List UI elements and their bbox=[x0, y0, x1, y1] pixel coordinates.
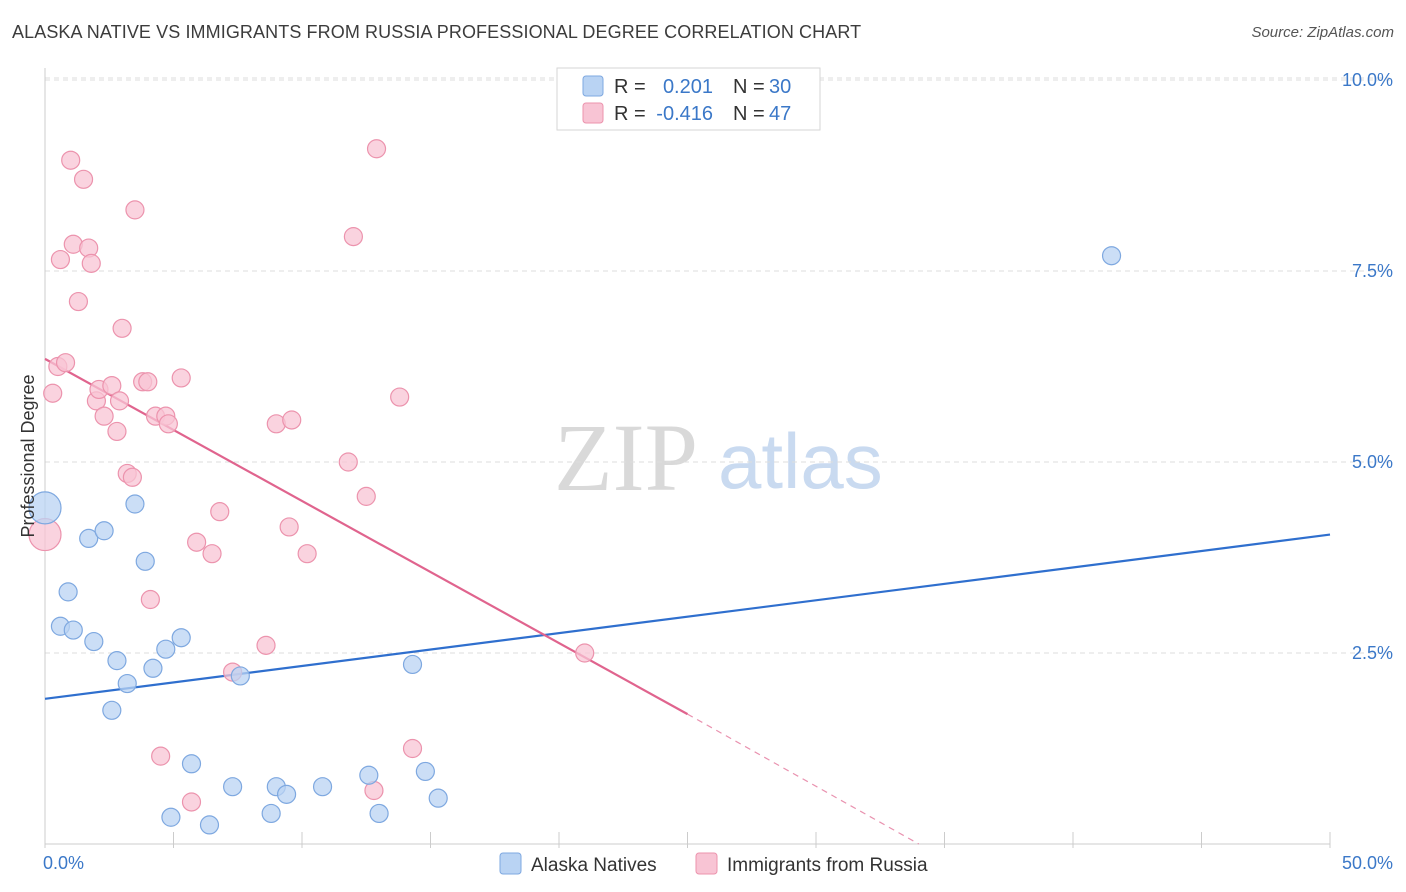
y-tick-label-2: 7.5% bbox=[1352, 261, 1393, 281]
point-russia-22 bbox=[138, 372, 158, 392]
point-alaska-11 bbox=[135, 551, 155, 571]
series-legend: Alaska Natives Immigrants from Russia bbox=[499, 852, 928, 876]
point-russia-40 bbox=[343, 227, 363, 247]
point-russia-4 bbox=[55, 353, 76, 373]
legend-r-label-2: R = bbox=[614, 103, 646, 125]
y-tick-label-1: 5.0% bbox=[1352, 452, 1393, 472]
legend-n-value-1: 30 bbox=[769, 76, 791, 98]
point-alaska-20 bbox=[261, 803, 281, 824]
point-alaska-27 bbox=[415, 761, 435, 782]
point-russia-29 bbox=[181, 792, 202, 812]
point-russia-1 bbox=[43, 383, 63, 403]
gridlines bbox=[45, 77, 1390, 654]
point-alaska-5 bbox=[84, 631, 104, 652]
point-alaska-0 bbox=[28, 491, 62, 525]
point-russia-20 bbox=[125, 200, 145, 220]
point-alaska-4 bbox=[79, 528, 99, 549]
point-alaska-19 bbox=[230, 666, 250, 686]
tick-labels: 2.5% 5.0% 7.5% 10.0% 0.0% 50.0% bbox=[43, 70, 1393, 873]
axes bbox=[44, 68, 1331, 848]
point-russia-39 bbox=[338, 452, 358, 472]
legend-n-value-2: 47 bbox=[769, 103, 791, 125]
series-legend-label-alaska: Alaska Natives bbox=[531, 855, 657, 876]
point-alaska-18 bbox=[223, 777, 243, 797]
point-russia-5 bbox=[61, 150, 81, 170]
point-russia-37 bbox=[282, 410, 302, 430]
point-russia-27 bbox=[158, 414, 178, 434]
point-russia-7 bbox=[68, 291, 89, 312]
point-russia-14 bbox=[102, 376, 122, 396]
point-alaska-26 bbox=[402, 654, 423, 675]
series-legend-swatch-alaska bbox=[499, 852, 522, 875]
point-alaska-9 bbox=[117, 673, 137, 694]
point-russia-45 bbox=[402, 738, 423, 759]
trend-line-alaska-natives bbox=[44, 533, 1331, 700]
point-russia-3 bbox=[50, 249, 71, 270]
point-russia-43 bbox=[366, 139, 387, 159]
legend-n-label-1: N = bbox=[733, 76, 765, 98]
point-russia-41 bbox=[356, 486, 376, 506]
point-russia-17 bbox=[112, 318, 132, 338]
point-russia-38 bbox=[297, 544, 317, 564]
y-tick-label-3: 10.0% bbox=[1342, 70, 1393, 90]
point-alaska-16 bbox=[181, 754, 202, 774]
y-axis-title: Professional Degree bbox=[18, 374, 38, 537]
point-russia-10 bbox=[81, 253, 101, 273]
point-alaska-23 bbox=[312, 777, 333, 797]
watermark-atlas: atlas bbox=[718, 417, 883, 505]
point-alaska-14 bbox=[161, 807, 181, 827]
point-alaska-28 bbox=[428, 788, 448, 808]
point-russia-30 bbox=[187, 532, 207, 552]
point-russia-28 bbox=[171, 368, 191, 388]
data-points bbox=[28, 139, 1122, 835]
point-russia-15 bbox=[107, 421, 127, 442]
legend-swatch-pink bbox=[582, 102, 604, 124]
point-russia-36 bbox=[279, 517, 299, 537]
point-russia-44 bbox=[390, 387, 410, 407]
point-alaska-22 bbox=[276, 784, 297, 804]
chart-title: ALASKA NATIVE VS IMMIGRANTS FROM RUSSIA … bbox=[12, 22, 862, 42]
point-alaska-15 bbox=[171, 628, 191, 648]
point-russia-19 bbox=[122, 467, 142, 487]
point-alaska-24 bbox=[359, 765, 379, 785]
point-russia-16 bbox=[109, 391, 130, 411]
x-tick-label-0: 0.0% bbox=[43, 853, 84, 873]
point-russia-31 bbox=[202, 544, 222, 564]
y-tick-label-0: 2.5% bbox=[1352, 643, 1393, 663]
stats-legend: R = 0.201 N = 30 R = -0.416 N = 47 bbox=[556, 67, 821, 131]
point-alaska-2 bbox=[58, 582, 78, 602]
legend-r-value-2: -0.416 bbox=[656, 103, 713, 125]
point-alaska-13 bbox=[156, 639, 176, 659]
x-tick-label-1: 50.0% bbox=[1342, 853, 1393, 873]
point-russia-46 bbox=[575, 643, 595, 663]
legend-n-label-2: N = bbox=[733, 103, 765, 125]
point-russia-8 bbox=[73, 169, 94, 189]
point-alaska-8 bbox=[107, 651, 127, 671]
watermark-zip: ZIP bbox=[554, 404, 698, 511]
point-alaska-12 bbox=[143, 658, 163, 678]
point-russia-32 bbox=[210, 502, 230, 522]
point-alaska-17 bbox=[199, 815, 220, 835]
point-russia-34 bbox=[256, 635, 276, 655]
point-alaska-7 bbox=[102, 700, 122, 720]
point-alaska-25 bbox=[369, 803, 389, 824]
chart-source: Source: ZipAtlas.com bbox=[1251, 24, 1394, 41]
point-russia-25 bbox=[151, 746, 171, 766]
point-alaska-6 bbox=[94, 521, 114, 541]
legend-r-value-1: 0.201 bbox=[663, 76, 713, 98]
point-alaska-29 bbox=[1101, 246, 1122, 266]
point-alaska-3 bbox=[63, 620, 83, 640]
legend-swatch-blue bbox=[582, 75, 604, 97]
legend-r-label-1: R = bbox=[614, 76, 646, 98]
point-alaska-10 bbox=[125, 494, 145, 514]
series-legend-swatch-russia bbox=[695, 852, 718, 875]
point-russia-23 bbox=[140, 589, 160, 610]
point-russia-13 bbox=[94, 406, 114, 426]
series-legend-label-russia: Immigrants from Russia bbox=[727, 855, 928, 876]
trend-line-russia-extrapolated bbox=[687, 713, 920, 845]
